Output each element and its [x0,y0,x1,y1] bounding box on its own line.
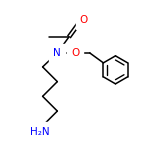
Text: H₂N: H₂N [30,127,50,137]
Text: O: O [80,15,88,25]
Text: N: N [53,48,61,58]
Text: O: O [71,48,79,58]
